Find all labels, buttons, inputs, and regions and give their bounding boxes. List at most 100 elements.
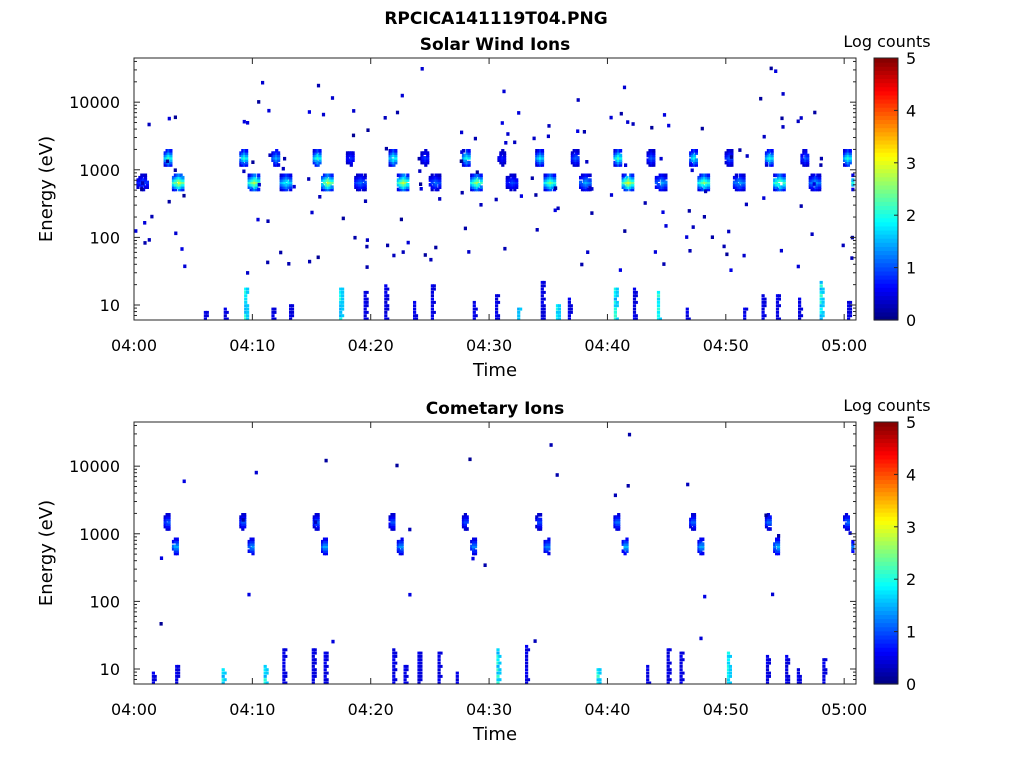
spectrogram-cell bbox=[326, 183, 330, 187]
spectrogram-cell bbox=[499, 156, 503, 160]
colorbar-segment bbox=[874, 450, 898, 456]
spectrogram-cell bbox=[776, 537, 781, 542]
colorbar-tick-label: 1 bbox=[906, 259, 916, 278]
spectrogram-cell bbox=[732, 183, 737, 187]
spectrogram-cell bbox=[499, 158, 503, 162]
spectrogram-cell bbox=[394, 651, 398, 655]
spectrogram-cell bbox=[349, 163, 353, 167]
spectrogram-cell bbox=[814, 185, 818, 189]
spectrogram-cell bbox=[706, 180, 711, 185]
spectrogram-cell bbox=[463, 160, 467, 165]
spectrogram-cell bbox=[517, 307, 521, 311]
spectrogram-cell bbox=[586, 250, 590, 254]
spectrogram-cell bbox=[567, 307, 571, 311]
spectrogram-cell bbox=[775, 300, 780, 304]
spectrogram-cell bbox=[239, 522, 243, 526]
spectrogram-cell bbox=[539, 524, 543, 529]
colorbar-segment bbox=[874, 671, 898, 677]
y-tick-label: 10000 bbox=[69, 93, 120, 112]
spectrogram-cell bbox=[324, 173, 328, 178]
spectrogram-cell bbox=[780, 173, 784, 178]
spectrogram-cell bbox=[169, 151, 173, 155]
spectrogram-cell bbox=[313, 661, 317, 665]
spectrogram-cell bbox=[706, 183, 711, 187]
spectrogram-cell bbox=[543, 185, 547, 189]
spectrogram-cell bbox=[821, 300, 825, 304]
spectrogram-cell bbox=[770, 153, 774, 158]
spectrogram-cell bbox=[473, 180, 478, 185]
spectrogram-cell bbox=[417, 654, 421, 658]
spectrogram-cell bbox=[390, 515, 394, 519]
colorbar-segment bbox=[874, 454, 898, 460]
colorbar-segment bbox=[874, 315, 898, 321]
spectrogram-cell bbox=[613, 287, 617, 291]
spectrogram-cell bbox=[692, 149, 697, 153]
spectrogram-cell bbox=[312, 515, 316, 519]
spectrogram-cell bbox=[579, 175, 583, 180]
spectrogram-cell bbox=[430, 294, 434, 298]
spectrogram-cell bbox=[775, 537, 779, 542]
spectrogram-cell bbox=[625, 542, 629, 546]
spectrogram-cell bbox=[776, 542, 781, 546]
spectrogram-cell bbox=[726, 654, 731, 658]
spectrogram-cell bbox=[706, 187, 711, 192]
spectrogram-cell bbox=[275, 163, 279, 167]
spectrogram-cell bbox=[535, 515, 539, 519]
spectrogram-cell bbox=[316, 515, 320, 519]
spectrogram-cell bbox=[774, 69, 778, 73]
spectrogram-cell bbox=[265, 671, 269, 675]
spectrogram-cell bbox=[472, 549, 476, 553]
spectrogram-cell bbox=[705, 175, 709, 180]
spectrogram-cell bbox=[171, 547, 176, 551]
spectrogram-cell bbox=[503, 246, 507, 251]
spectrogram-cell bbox=[361, 183, 365, 187]
spectrogram-cell bbox=[743, 314, 747, 318]
colorbar-segment bbox=[874, 184, 898, 190]
spectrogram-cell bbox=[400, 542, 404, 546]
spectrogram-cell bbox=[507, 183, 511, 187]
spectrogram-cell bbox=[455, 671, 459, 675]
spectrogram-cell bbox=[388, 156, 392, 160]
spectrogram-cell bbox=[703, 185, 707, 189]
spectrogram-cell bbox=[690, 168, 694, 173]
spectrogram-cell bbox=[742, 180, 746, 185]
spectrogram-cell bbox=[282, 654, 286, 658]
spectrogram-cell bbox=[798, 304, 802, 308]
spectrogram-cell bbox=[429, 257, 433, 262]
spectrogram-cell bbox=[473, 539, 478, 544]
spectrogram-cell bbox=[770, 149, 774, 153]
spectrogram-cell bbox=[321, 539, 325, 544]
spectrogram-cell bbox=[705, 185, 709, 189]
spectrogram-cell bbox=[496, 664, 500, 668]
spectrogram-cell bbox=[313, 648, 317, 652]
colorbar-segment bbox=[874, 295, 898, 301]
spectrogram-cell bbox=[584, 183, 588, 187]
spectrogram-cell bbox=[417, 678, 421, 682]
spectrogram-cell bbox=[662, 187, 666, 192]
spectrogram-cell bbox=[650, 158, 654, 162]
spectrogram-cell bbox=[175, 175, 179, 180]
spectrogram-cell bbox=[545, 544, 549, 549]
spectrogram-cell bbox=[816, 178, 820, 182]
spectrogram-cell bbox=[165, 163, 169, 167]
spectrogram-cell bbox=[357, 178, 362, 182]
spectrogram-cell bbox=[764, 163, 769, 167]
spectrogram-cell bbox=[390, 513, 394, 517]
spectrogram-cell bbox=[282, 674, 286, 678]
spectrogram-cell bbox=[249, 539, 253, 544]
spectrogram-cell bbox=[724, 153, 728, 158]
spectrogram-cell bbox=[257, 175, 261, 180]
spectrogram-cell bbox=[311, 654, 315, 658]
spectrogram-cell bbox=[848, 153, 852, 158]
spectrogram-cell bbox=[247, 544, 251, 549]
spectrogram-cell bbox=[584, 185, 588, 189]
spectrogram-cell bbox=[461, 520, 466, 524]
spectrogram-cell bbox=[465, 163, 469, 167]
spectrogram-cell bbox=[625, 544, 629, 549]
spectrogram-cell bbox=[537, 153, 541, 158]
spectrogram-cell bbox=[617, 517, 621, 522]
spectrogram-cell bbox=[417, 681, 421, 685]
spectrogram-cell bbox=[503, 151, 507, 155]
spectrogram-cell bbox=[726, 678, 731, 682]
spectrogram-cell bbox=[699, 542, 703, 546]
